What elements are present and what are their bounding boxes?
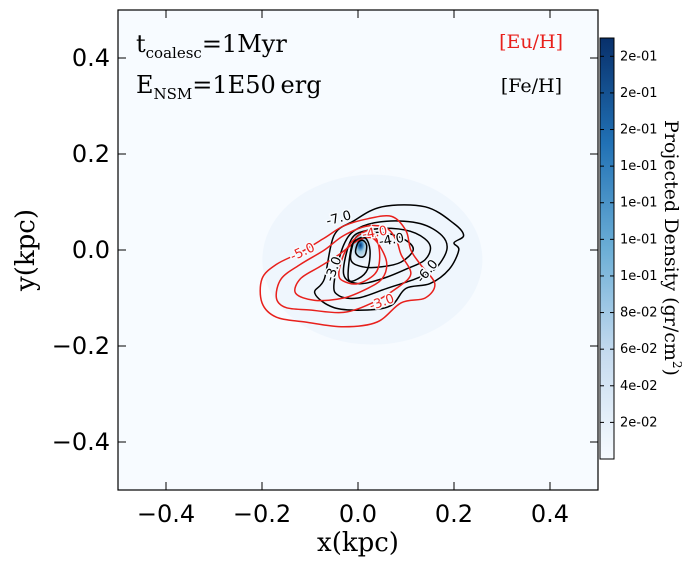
y-tick-label-4: −0.4 <box>52 428 110 456</box>
legend-fe-h: [Fe/H] <box>501 75 562 97</box>
annotation-e-value: =1E50 erg <box>192 71 321 99</box>
annotation-t: t <box>136 30 146 58</box>
y-tick-label-2: 0.0 <box>72 236 110 264</box>
x-axis-label: x(kpc) <box>317 528 399 558</box>
colorbar-ticks: 2e-02 4e-02 6e-02 8e-02 1e-01 1e-01 1e-01 1e-01… <box>600 49 658 430</box>
annotation-e-sub: NSM <box>154 85 193 103</box>
density-peak <box>346 223 375 268</box>
y-tick-label-3: −0.2 <box>52 332 110 360</box>
contour-label-eu-7: -4.0 <box>361 224 389 243</box>
colorbar-title: Projected Density (gr/cm2) <box>660 120 684 376</box>
colorbar-tick-label-7: 1e-01 <box>620 159 658 174</box>
contour-eu-6 <box>294 236 388 302</box>
x-tick-label-4: 0.4 <box>531 500 569 528</box>
colorbar-tick-label-6: 1e-01 <box>620 196 658 211</box>
colorbar-tick-label-4: 1e-01 <box>620 269 658 284</box>
x-tick-label-2: 0.0 <box>339 500 377 528</box>
x-tick-label-0: −0.4 <box>137 500 195 528</box>
colorbar-tick-label-2: 6e-02 <box>620 342 658 357</box>
annotation-nsm-energy: ENSM=1E50 erg <box>136 71 322 103</box>
legend-eu-h: [Eu/H] <box>499 31 563 53</box>
contour-eu-7 <box>338 230 381 285</box>
colorbar-tick-label-3: 8e-02 <box>620 306 658 321</box>
x-tick-label-3: 0.2 <box>435 500 473 528</box>
contour-eu-5 <box>275 224 412 314</box>
colorbar-title-end: ) <box>660 369 682 376</box>
x-tick-label-1: −0.2 <box>233 500 291 528</box>
y-tick-label-0: 0.4 <box>72 44 110 72</box>
axis-ticks: −0.4 −0.2 0.0 0.2 0.4 0.4 0.2 0.0 −0.2 −0.4 <box>52 10 598 528</box>
colorbar-title-text: Projected Density (gr/cm <box>660 120 682 361</box>
annotation-t-sub: coalesc <box>146 44 202 62</box>
contour-fe-0 <box>313 204 465 311</box>
colorbar-tick-label-8: 2e-01 <box>620 123 658 138</box>
colorbar <box>599 37 615 460</box>
y-axis-label: y(kpc) <box>11 209 41 292</box>
annotation-t-value: =1Myr <box>202 30 288 58</box>
colorbar-title-sup: 2 <box>670 361 684 369</box>
colorbar-tick-label-9: 2e-01 <box>620 86 658 101</box>
colorbar-tick-label-5: 1e-01 <box>620 232 658 247</box>
colorbar-tick-label-10: 2e-01 <box>620 49 658 64</box>
contour-fe-2 <box>342 227 432 285</box>
density-layer <box>262 174 483 345</box>
annotation-coalescence-time: tcoalesc=1Myr <box>136 30 287 62</box>
colorbar-tick-label-0: 2e-02 <box>620 415 658 430</box>
colorbar-tick-label-1: 4e-02 <box>620 379 658 394</box>
y-tick-label-1: 0.2 <box>72 140 110 168</box>
contour-fe-8 <box>347 236 371 283</box>
density-halo <box>262 174 483 345</box>
annotation-e: E <box>136 71 154 99</box>
contour-label-fe-3: -4.0 <box>378 231 406 250</box>
contour-fe-9 <box>354 239 368 259</box>
contour-eu-4 <box>259 214 436 328</box>
